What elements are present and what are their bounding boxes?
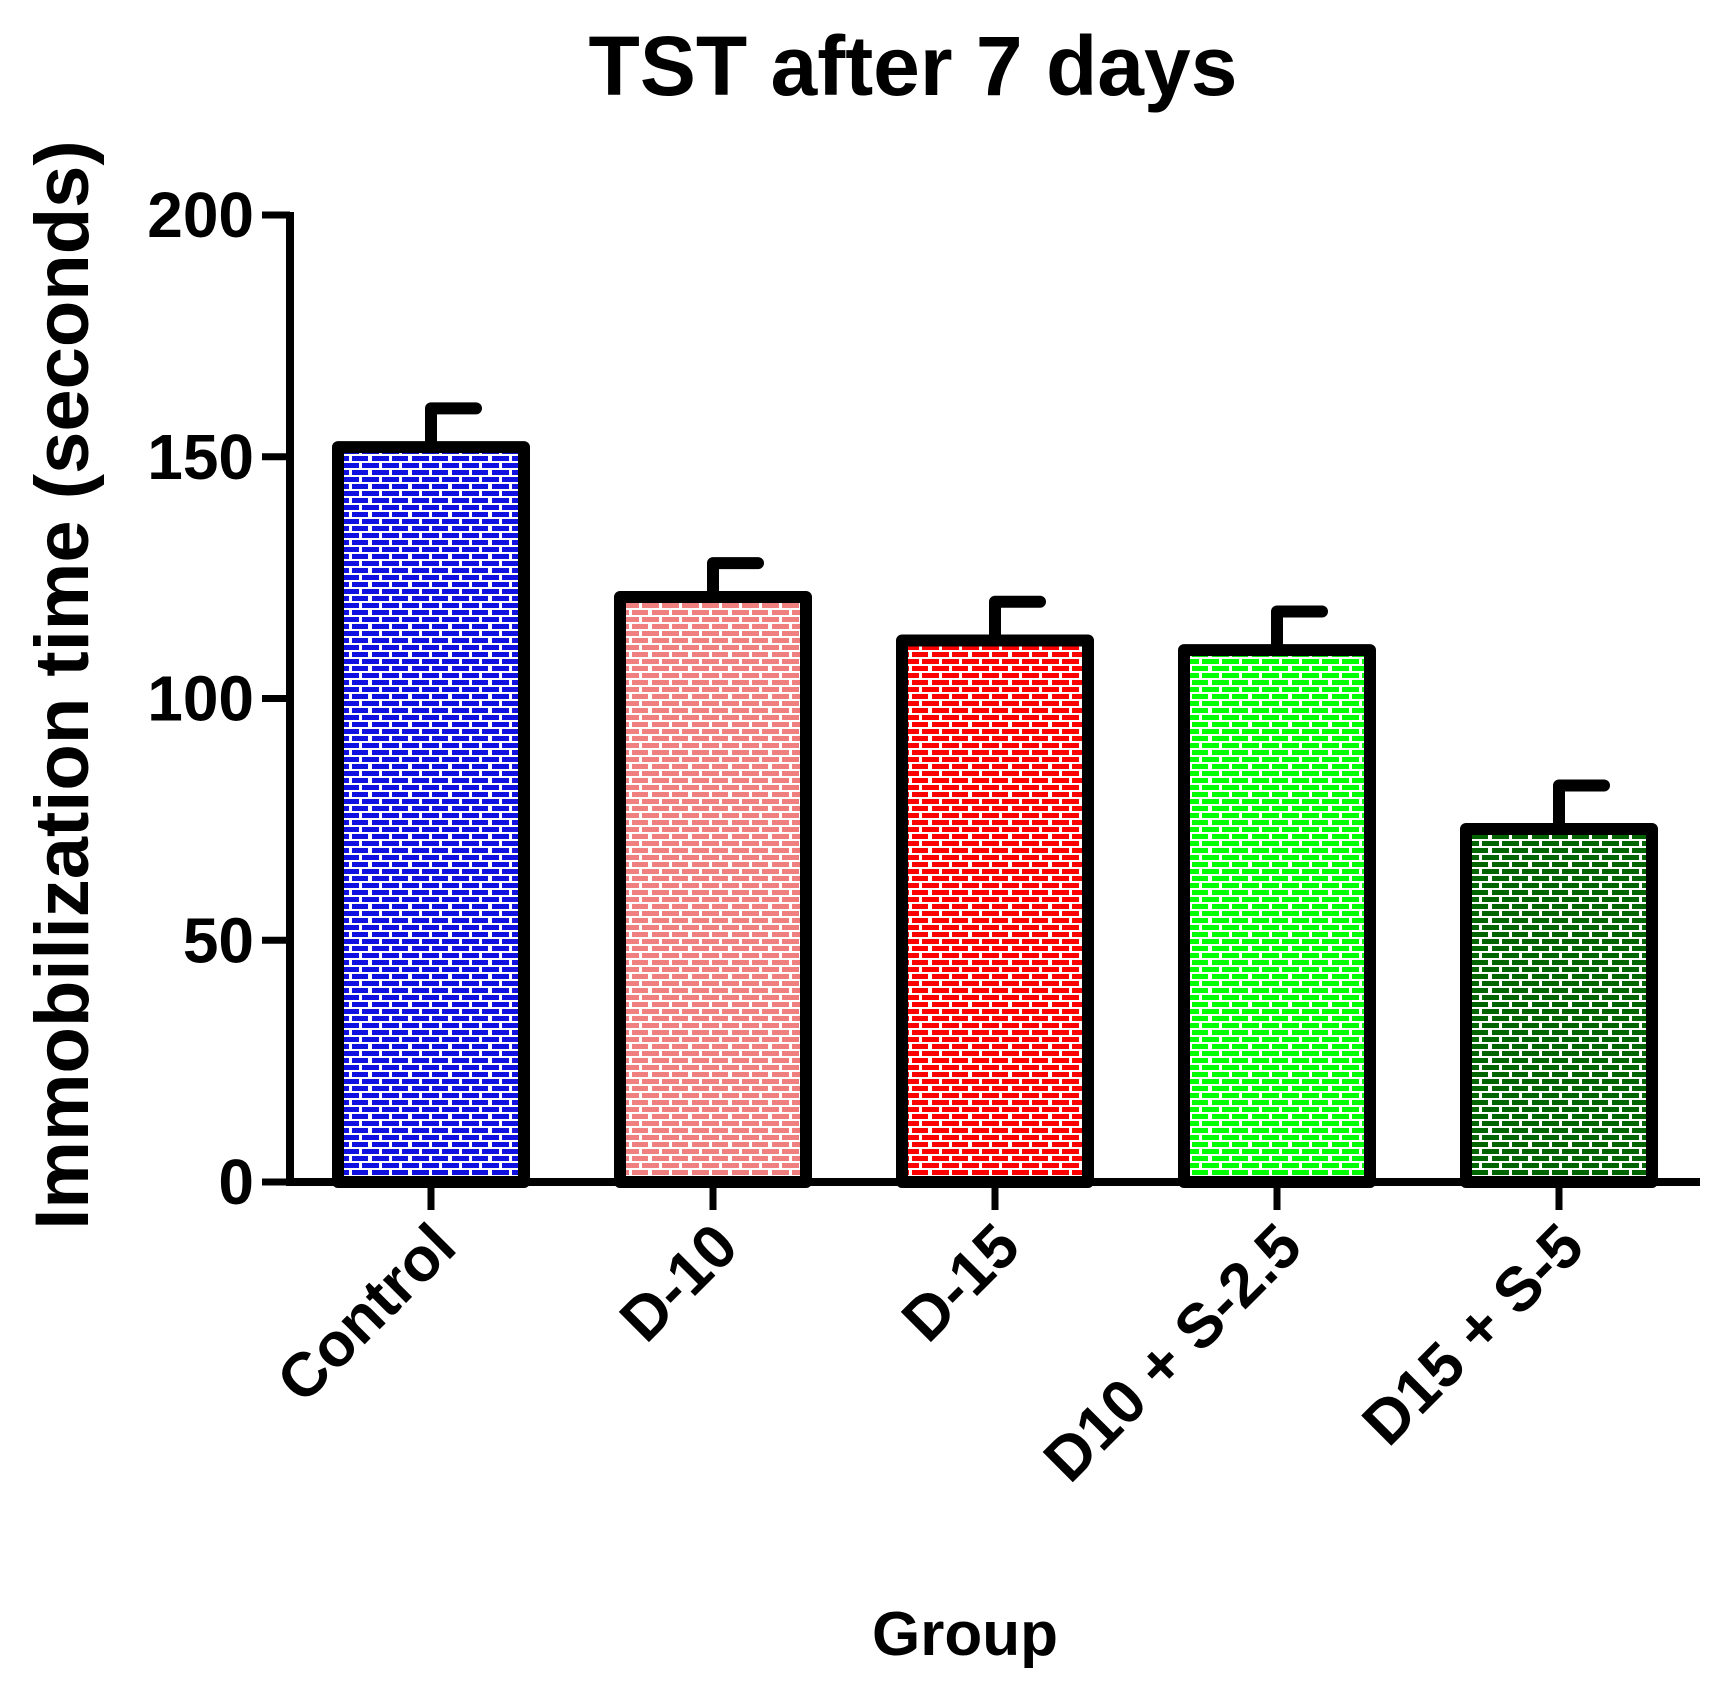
x-tick-label-d15-s-5: D15 + S-5 (1349, 1211, 1596, 1458)
bars-layer (332, 402, 1658, 1188)
y-tick-label-150: 150 (147, 421, 254, 493)
y-tick-label-100: 100 (147, 663, 254, 735)
x-tick-label-control: Control (264, 1211, 469, 1416)
y-tick-label-50: 50 (183, 904, 254, 976)
y-tick-label-0: 0 (218, 1146, 254, 1218)
bar-d-10 (614, 590, 812, 1188)
x-tick-label-d10-s-2-5: D10 + S-2.5 (1031, 1211, 1315, 1495)
bar-d15-s-5 (1460, 823, 1658, 1188)
y-tick-label-200: 200 (147, 179, 254, 251)
bar-control (332, 441, 530, 1188)
x-tick-label-d-15: D-15 (889, 1211, 1033, 1355)
bar-d-15 (896, 634, 1094, 1188)
y-axis-label: Immobilization time (seconds) (20, 140, 105, 1229)
x-axis-label: Group (872, 1600, 1058, 1669)
x-tick-label-d-10: D-10 (607, 1211, 751, 1355)
chart-title: TST after 7 days (589, 19, 1238, 113)
bar-d10-s-2-5 (1178, 644, 1376, 1188)
